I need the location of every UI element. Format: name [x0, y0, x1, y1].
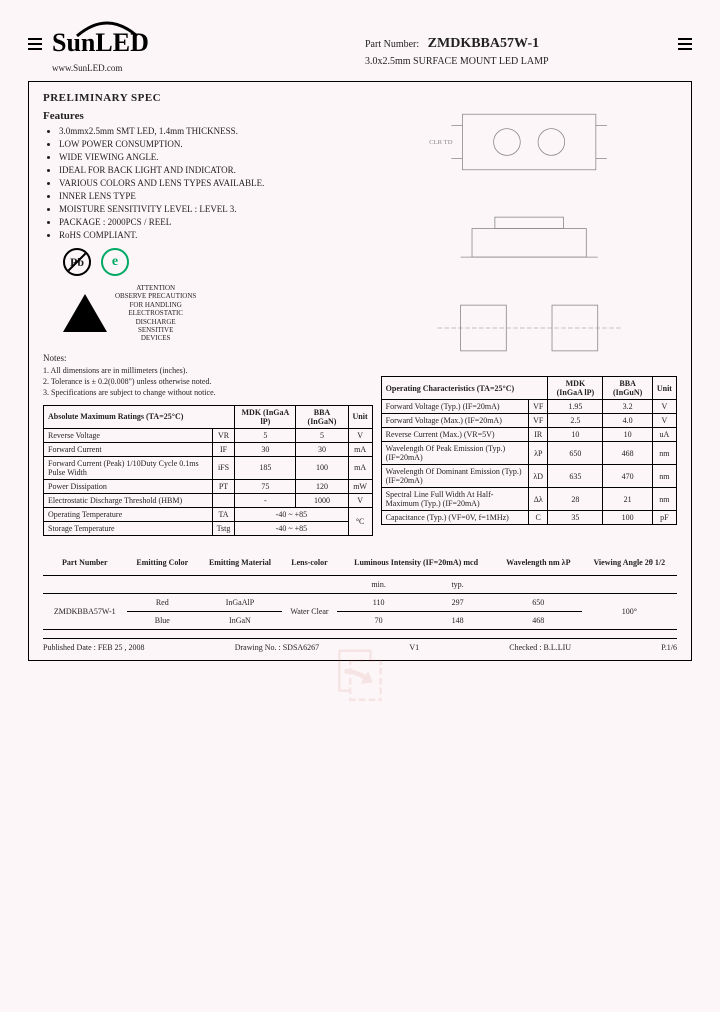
features-list: 3.0mmx2.5mm SMT LED, 1.4mm THICKNESS. LO… [43, 126, 373, 240]
features-title: Features [43, 110, 373, 122]
menu-icon-right [678, 18, 692, 50]
abs-col-unit: Unit [348, 405, 372, 428]
preliminary-spec-title: PRELIMINARY SPEC [43, 92, 373, 104]
table-row: Operating TemperatureTA-40 ~ +85°C [44, 507, 373, 521]
table-row: Power DissipationPT75120mW [44, 479, 373, 493]
package-diagram-top: CLR TD [381, 92, 677, 192]
table-row: Forward Voltage (Typ.) (IF=20mA)VF1.953.… [381, 400, 676, 414]
abs-col-bba: BBA (InGaN) [296, 405, 348, 428]
svg-text:CLR TD: CLR TD [429, 139, 453, 146]
notes-list: 1. All dimensions are in millimeters (in… [43, 366, 373, 397]
hdr-part: Part Number [43, 554, 127, 576]
footer-page: P.1/6 [661, 643, 677, 652]
hdr-material: Emitting Material [198, 554, 282, 576]
table-row: Reverse VoltageVR55V [44, 428, 373, 442]
table-row: Forward CurrentIF3030mA [44, 442, 373, 456]
note-item: 1. All dimensions are in millimeters (in… [43, 366, 373, 375]
feature-item: PACKAGE : 2000PCS / REEL [59, 217, 373, 227]
table-row: Wavelength Of Dominant Emission (Typ.) (… [381, 465, 676, 488]
footer-drawing: Drawing No. : SDSA6267 [235, 643, 319, 652]
feature-item: RoHS COMPLIANT. [59, 230, 373, 240]
header: SunLED www.SunLED.com Part Number: ZMDKB… [28, 18, 692, 73]
footer-version: V1 [409, 643, 419, 652]
absolute-ratings-table: Absolute Maximum Ratings (TA=25°C) MDK (… [43, 405, 373, 536]
table-row: Spectral Line Full Width At Half-Maximum… [381, 488, 676, 511]
hdr-lens: Lens-color [282, 554, 337, 576]
esd-text: ATTENTION OBSERVE PRECAUTIONS FOR HANDLI… [115, 284, 196, 343]
feature-item: LOW POWER CONSUMPTION. [59, 139, 373, 149]
op-table-title: Operating Characteristics (TA=25°C) [381, 377, 548, 400]
compliance-icons: Pb e [63, 248, 373, 276]
table-row: Storage TemperatureTstg-40 ~ +85 [44, 521, 373, 535]
footer-checked: Checked : B.L.LIU [509, 643, 571, 652]
note-item: 2. Tolerance is ± 0.2(0.008") unless oth… [43, 377, 373, 386]
part-label: Part Number: [365, 39, 419, 50]
table-row: ZMDKBBA57W-1 RedInGaAlP Water Clear 1102… [43, 593, 677, 611]
footer-date: Published Date : FEB 25 , 2008 [43, 643, 145, 652]
sub-description: 3.0x2.5mm SURFACE MOUNT LED LAMP [365, 56, 678, 67]
hdr-wavelength: Wavelength nm λP [495, 554, 582, 576]
logo-block: SunLED www.SunLED.com [52, 18, 365, 73]
table-row: min.typ. [43, 575, 677, 593]
feature-item: INNER LENS TYPE [59, 191, 373, 201]
op-col-unit: Unit [652, 377, 676, 400]
pb-free-icon: Pb [63, 248, 91, 276]
table-row: Forward Current (Peak) 1/10Duty Cycle 0.… [44, 456, 373, 479]
table-row: Wavelength Of Peak Emission (Typ.) (IF=2… [381, 442, 676, 465]
esd-warning: ATTENTION OBSERVE PRECAUTIONS FOR HANDLI… [63, 284, 373, 343]
part-info: Part Number: ZMDKBBA57W-1 3.0x2.5mm SURF… [365, 18, 678, 67]
feature-item: MOISTURE SENSITIVITY LEVEL : LEVEL 3. [59, 204, 373, 214]
table-row: Reverse Current (Max.) (VR=5V)IR1010uA [381, 428, 676, 442]
table-row: Electrostatic Discharge Threshold (HBM)-… [44, 493, 373, 507]
op-col-mdk: MDK (InGaA lP) [548, 377, 603, 400]
part-number: ZMDKBBA57W-1 [428, 36, 539, 51]
svg-text:SunLED: SunLED [52, 28, 149, 57]
feature-item: WIDE VIEWING ANGLE. [59, 152, 373, 162]
feature-item: VARIOUS COLORS AND LENS TYPES AVAILABLE. [59, 178, 373, 188]
hdr-intensity: Luminous Intensity (IF=20mA) mcd [337, 554, 495, 576]
feature-item: 3.0mmx2.5mm SMT LED, 1.4mm THICKNESS. [59, 126, 373, 136]
abs-col-mdk: MDK (InGaA lP) [235, 405, 296, 428]
note-item: 3. Specifications are subject to change … [43, 388, 373, 397]
website-url: www.SunLED.com [52, 63, 365, 73]
op-col-bba: BBA (InGuN) [603, 377, 652, 400]
part-summary-table: Part Number Emitting Color Emitting Mate… [43, 554, 677, 630]
abs-table-title: Absolute Maximum Ratings (TA=25°C) [44, 405, 235, 428]
operating-characteristics-table: Operating Characteristics (TA=25°C) MDK … [381, 376, 677, 525]
table-row: Capacitance (Typ.) (VF=0V, f=1MHz)C35100… [381, 511, 676, 525]
feature-item: IDEAL FOR BACK LIGHT AND INDICATOR. [59, 165, 373, 175]
esd-triangle-icon [63, 294, 107, 332]
hdr-color: Emitting Color [127, 554, 199, 576]
rohs-icon: e [101, 248, 129, 276]
notes-title: Notes: [43, 353, 373, 363]
footprint-diagram [381, 288, 677, 368]
main-content-box: PRELIMINARY SPEC Features 3.0mmx2.5mm SM… [28, 81, 692, 661]
package-diagram-side [381, 200, 677, 280]
footer: Published Date : FEB 25 , 2008 Drawing N… [43, 638, 677, 652]
table-row: Forward Voltage (Max.) (IF=20mA)VF2.54.0… [381, 414, 676, 428]
menu-icon-left [28, 18, 42, 50]
hdr-angle: Viewing Angle 2θ 1/2 [582, 554, 677, 576]
logo-svg: SunLED [52, 18, 172, 58]
